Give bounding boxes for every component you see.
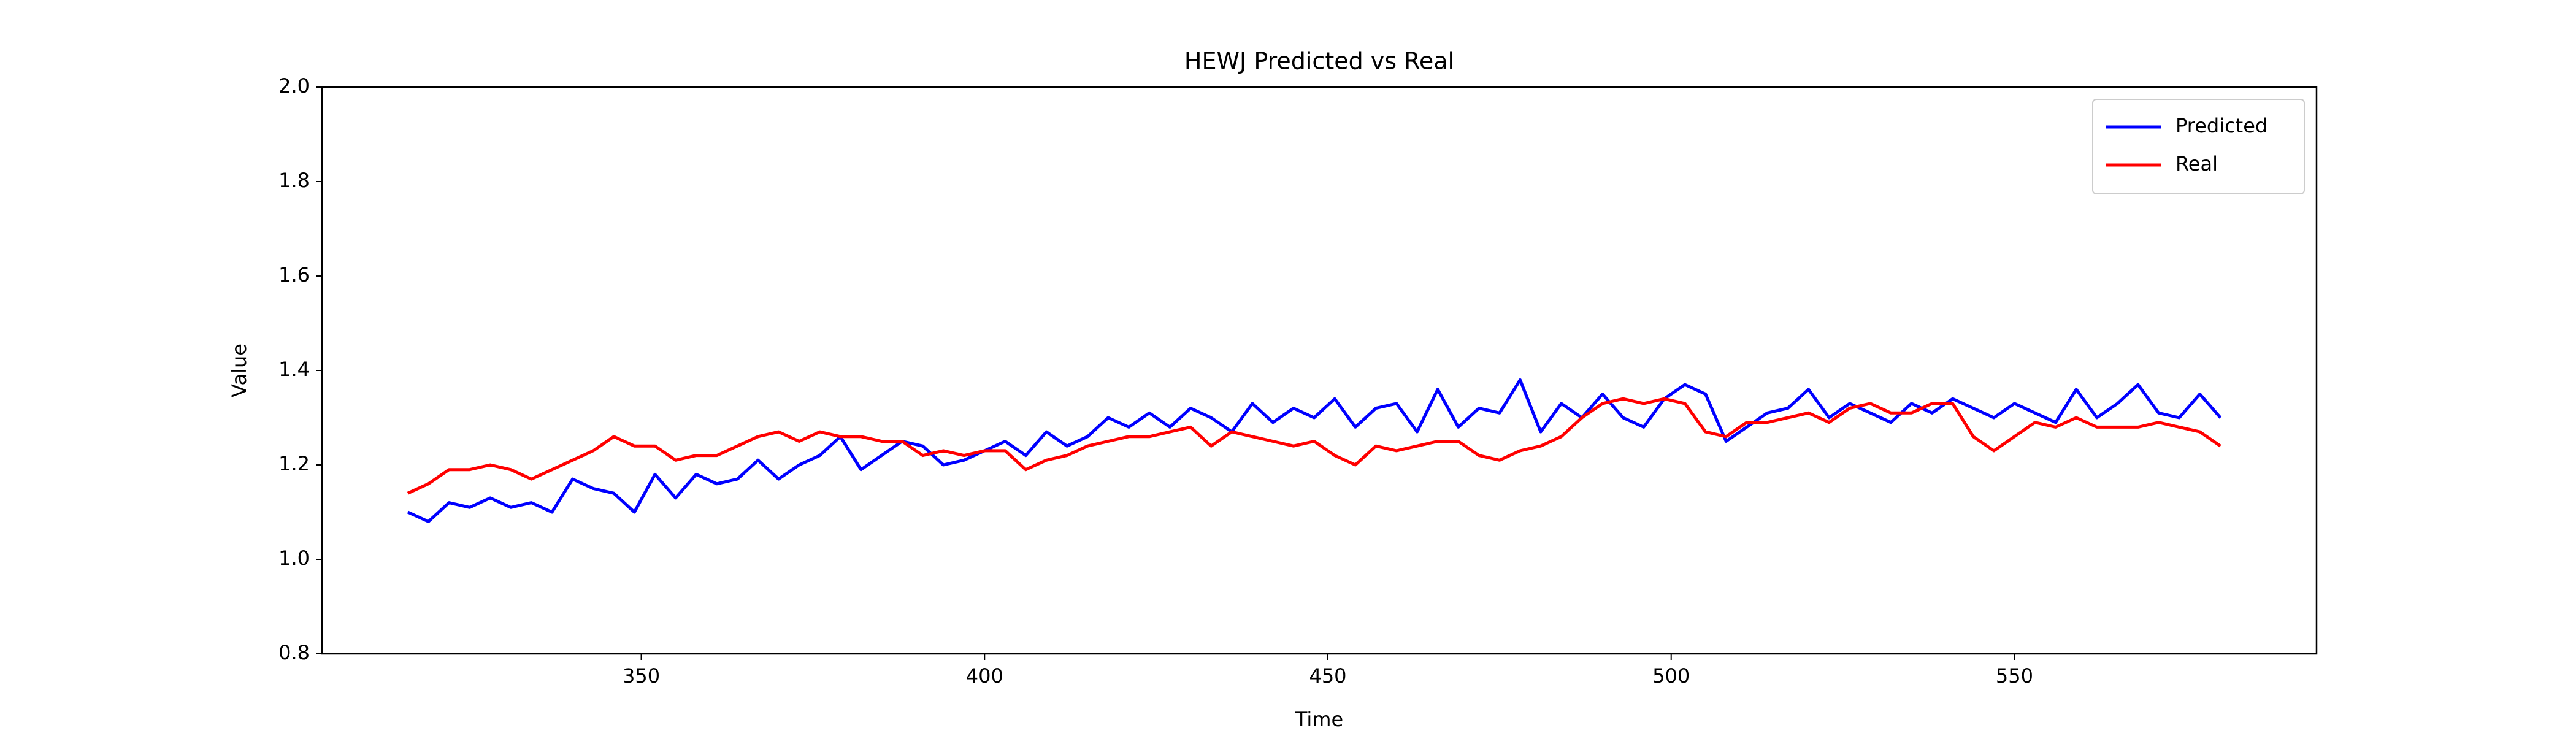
y-tick-label: 1.2 (278, 452, 310, 475)
y-tick-label: 1.6 (278, 263, 310, 286)
legend-box (2092, 99, 2305, 194)
y-tick-label: 0.8 (278, 641, 310, 664)
line-series (407, 378, 2222, 523)
y-tick-label: 1.8 (278, 169, 310, 192)
y-tick-label: 2.0 (278, 74, 310, 98)
legend-label: Predicted (2175, 114, 2267, 137)
x-tick-label: 400 (966, 664, 1003, 688)
x-axis-label: Time (1295, 708, 1343, 731)
line-series (407, 397, 2221, 495)
x-tick-label: 500 (1652, 664, 1690, 688)
legend-label: Real (2175, 152, 2218, 175)
chart-title: HEWJ Predicted vs Real (1184, 48, 1454, 75)
y-axis-label: Value (228, 343, 251, 397)
x-tick-label: 450 (1309, 664, 1346, 688)
x-tick-label: 350 (623, 664, 660, 688)
plot-frame (321, 86, 2318, 655)
y-tick-label: 1.0 (278, 546, 310, 570)
y-tick-label: 1.4 (278, 358, 310, 381)
x-tick-label: 550 (1996, 664, 2033, 688)
